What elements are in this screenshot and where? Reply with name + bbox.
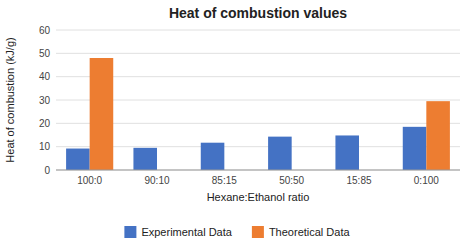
y-tick-label: 50 [39,48,51,59]
bar [426,101,450,170]
y-tick-label: 0 [44,165,50,176]
bar [66,149,90,170]
legend: Experimental Data Theoretical Data [124,226,350,238]
bar [268,137,292,170]
bar [403,127,427,170]
x-tick-label: 90:10 [144,175,169,186]
grid-line [56,170,460,171]
x-tick-label: 85:15 [212,175,237,186]
bar [201,143,225,170]
legend-swatch [252,226,264,238]
x-tick-label: 100:0 [77,175,102,186]
y-tick-label: 20 [39,118,51,129]
legend-swatch [124,226,136,238]
bar [335,135,359,170]
grid-line [56,30,460,31]
grid-line [56,53,460,54]
x-tick-label: 15:85 [346,175,371,186]
grid-line [56,76,460,77]
y-tick-label: 30 [39,95,51,106]
bars [66,58,450,170]
y-tick-label: 10 [39,141,51,152]
x-tick-label: 50:50 [279,175,304,186]
bar [90,58,114,170]
x-axis-label: Hexane:Ethanol ratio [207,191,310,203]
y-tick-label: 60 [39,25,51,36]
title: Heat of combustion values [169,5,347,21]
bar [133,148,157,170]
grid-line [56,100,460,101]
grid-line [56,123,460,124]
chart: Heat of combustion values 0 10 20 30 40 50 60 10… [0,0,474,248]
grid-line [56,146,460,147]
legend-label: Experimental Data [141,226,232,238]
y-tick-label: 40 [39,71,51,82]
legend-label: Theoretical Data [269,226,351,238]
x-axis-line [56,170,460,171]
x-tick-label: 0:100 [414,175,439,186]
y-axis-label: Heat of combustion (kJ/g) [4,37,16,162]
